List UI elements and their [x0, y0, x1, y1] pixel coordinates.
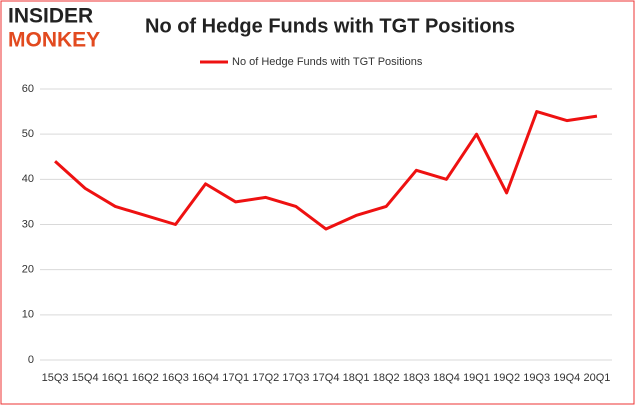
x-tick-label: 17Q1	[222, 372, 249, 384]
chart-title: No of Hedge Funds with TGT Positions	[145, 15, 515, 37]
y-tick-label: 10	[22, 309, 34, 321]
y-tick-label: 50	[22, 128, 34, 140]
x-tick-label: 19Q4	[553, 372, 580, 384]
x-tick-label: 20Q1	[583, 372, 610, 384]
logo-bottom: MONKEY	[8, 29, 100, 52]
legend-label: No of Hedge Funds with TGT Positions	[232, 56, 423, 68]
logo-top: INSIDER	[8, 5, 93, 28]
x-tick-label: 15Q4	[72, 372, 99, 384]
x-tick-label: 16Q1	[102, 372, 129, 384]
y-tick-label: 40	[22, 173, 34, 185]
x-tick-label: 16Q4	[192, 372, 219, 384]
x-tick-label: 18Q2	[373, 372, 400, 384]
x-tick-label: 18Q1	[343, 372, 370, 384]
x-tick-label: 17Q3	[282, 372, 309, 384]
y-tick-label: 0	[28, 354, 34, 366]
y-tick-label: 30	[22, 218, 34, 230]
x-tick-label: 19Q1	[463, 372, 490, 384]
x-tick-label: 19Q2	[493, 372, 520, 384]
y-tick-label: 60	[22, 83, 34, 95]
x-tick-label: 17Q2	[252, 372, 279, 384]
x-tick-label: 18Q3	[403, 372, 430, 384]
x-tick-label: 15Q3	[42, 372, 69, 384]
x-tick-label: 18Q4	[433, 372, 460, 384]
x-tick-label: 19Q3	[523, 372, 550, 384]
x-tick-label: 16Q3	[162, 372, 189, 384]
x-tick-label: 16Q2	[132, 372, 159, 384]
data-line	[54, 110, 598, 231]
y-tick-label: 20	[22, 264, 34, 276]
x-tick-label: 17Q4	[313, 372, 340, 384]
